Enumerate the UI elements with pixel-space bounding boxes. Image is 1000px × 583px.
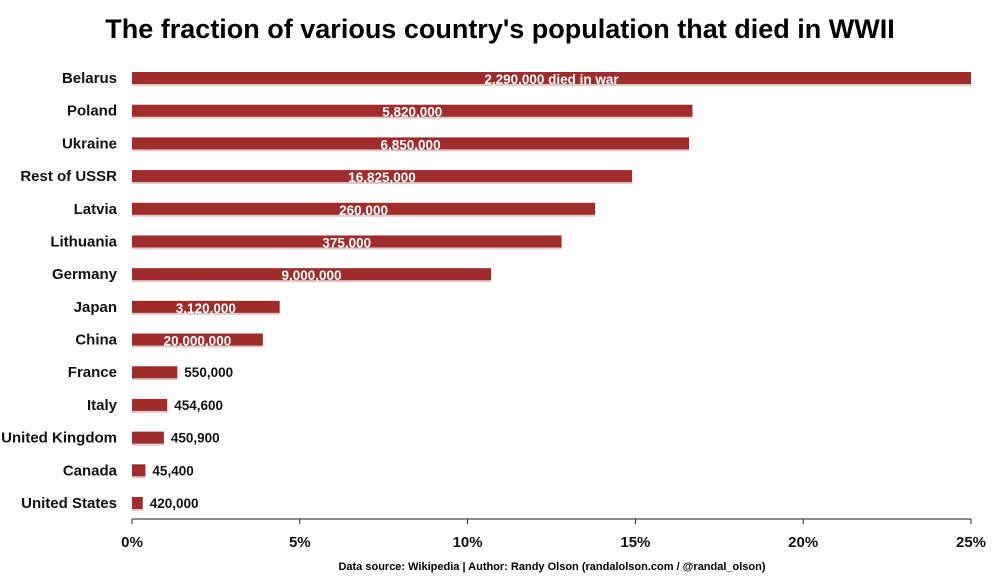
bars-layer: Belarus 2,290,000 died in war Poland 5,820,… bbox=[1, 70, 971, 512]
data-label: 20,000,000 bbox=[164, 334, 232, 349]
bar bbox=[132, 398, 168, 411]
x-tick-label: 15% bbox=[620, 534, 650, 551]
category-label: Lithuania bbox=[50, 233, 117, 250]
bar bbox=[132, 464, 146, 477]
category-label: Belarus bbox=[62, 70, 117, 87]
category-label: Canada bbox=[63, 462, 118, 479]
category-label: United States bbox=[21, 495, 117, 512]
bar bbox=[132, 202, 596, 215]
category-label: Poland bbox=[67, 103, 117, 120]
category-label: United Kingdom bbox=[1, 430, 117, 447]
data-label: 450,900 bbox=[171, 431, 220, 446]
bar bbox=[132, 366, 178, 379]
x-tick-label: 10% bbox=[453, 534, 483, 551]
category-label: China bbox=[75, 332, 117, 349]
category-label: Italy bbox=[87, 397, 118, 414]
data-label: 375,000 bbox=[322, 235, 371, 250]
category-label: France bbox=[68, 364, 117, 381]
bar bbox=[132, 104, 693, 117]
data-label: 6,850,000 bbox=[381, 137, 441, 152]
data-label: 3,120,000 bbox=[176, 301, 236, 316]
data-label: 5,820,000 bbox=[382, 105, 442, 120]
data-label: 2,290,000 died in war bbox=[484, 72, 619, 87]
data-label: 420,000 bbox=[150, 496, 199, 511]
data-label: 9,000,000 bbox=[282, 268, 342, 283]
chart-title: The fraction of various country's popula… bbox=[105, 14, 894, 44]
data-label: 260,000 bbox=[339, 203, 388, 218]
category-label: Latvia bbox=[74, 201, 118, 218]
bar bbox=[132, 497, 143, 509]
bar bbox=[132, 235, 562, 248]
x-tick-label: 5% bbox=[289, 534, 311, 551]
category-label: Germany bbox=[52, 266, 118, 283]
x-tick-label: 25% bbox=[956, 534, 986, 551]
category-label: Ukraine bbox=[62, 135, 117, 152]
data-label: 45,400 bbox=[152, 463, 193, 478]
bar bbox=[132, 137, 690, 150]
data-label: 454,600 bbox=[174, 398, 223, 413]
x-tick-label: 20% bbox=[788, 534, 818, 551]
bar bbox=[132, 300, 280, 313]
source-footer: Data source: Wikipedia | Author: Randy O… bbox=[338, 561, 765, 573]
bar bbox=[132, 268, 492, 281]
bar bbox=[132, 333, 263, 346]
x-axis: 0% 5% 10% 15% 20% 25% bbox=[121, 518, 986, 551]
x-tick-label: 0% bbox=[121, 534, 143, 551]
data-label: 16,825,000 bbox=[348, 170, 416, 185]
data-label: 550,000 bbox=[184, 365, 233, 380]
bar bbox=[132, 72, 971, 84]
category-label: Rest of USSR bbox=[20, 168, 117, 185]
category-label: Japan bbox=[74, 299, 117, 316]
bar bbox=[132, 431, 164, 444]
bar bbox=[132, 170, 633, 183]
